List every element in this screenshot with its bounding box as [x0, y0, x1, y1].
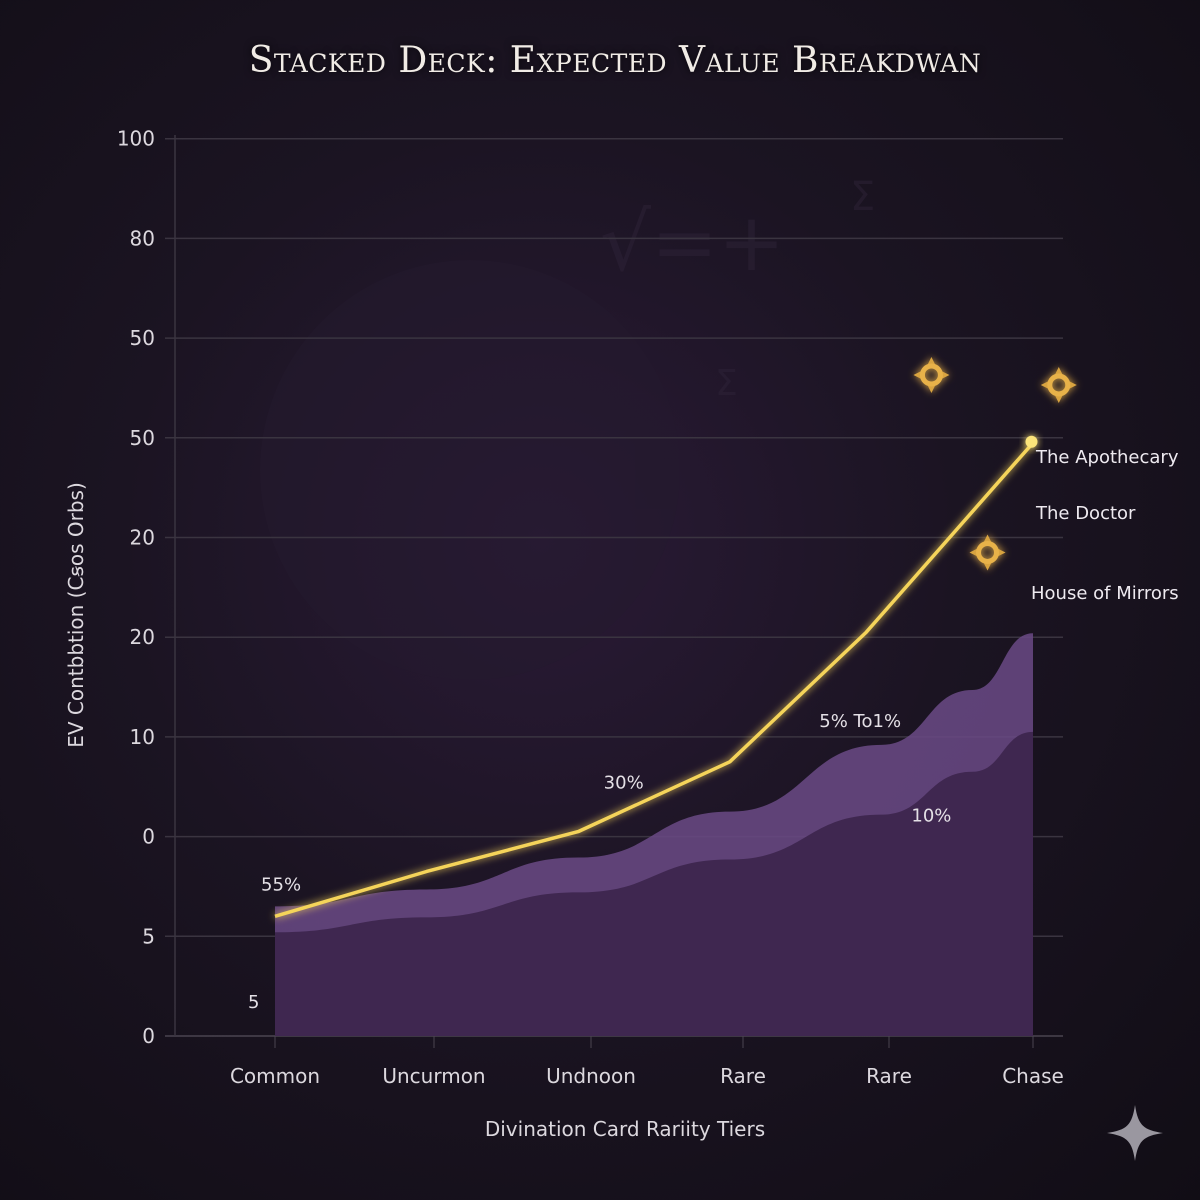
- y-axis-title: EV Contbbtion (Cꞩos Orbs): [64, 482, 88, 748]
- marker-ring: [976, 540, 1000, 564]
- x-tick-labels: Common Uncurmon Undnoon Rare Rare Chase: [230, 1064, 1064, 1088]
- y-tick-label: 0: [142, 825, 155, 849]
- x-tick-label: Rare: [720, 1064, 766, 1088]
- annotation-label: 55%: [261, 874, 301, 895]
- x-tick-label: Undnoon: [546, 1064, 636, 1088]
- annotation-label: 5% To1%: [819, 711, 901, 732]
- x-axis-title: Divination Card Rariity Tiers: [485, 1117, 765, 1141]
- highlight-point: [1025, 435, 1038, 448]
- marker-ring: [919, 363, 943, 387]
- line-series: [274, 441, 1035, 919]
- x-tick-label: Rare: [866, 1064, 912, 1088]
- y-tick-label: 100: [117, 127, 155, 151]
- annotation-apothecary: The Apothecary: [1035, 447, 1179, 468]
- gem-marker-icon: [969, 534, 1006, 571]
- y-tick-label: 10: [130, 725, 155, 749]
- svg-text:Σ: Σ: [850, 174, 875, 220]
- annotations: 55% 5 30% 5% To1% 10%: [248, 711, 951, 1013]
- x-tick-label: Common: [230, 1064, 320, 1088]
- y-tick-label: 0: [142, 1024, 155, 1048]
- area-series-2: [275, 731, 1033, 1036]
- annotation-label: 5: [248, 992, 259, 1013]
- sparkle-icon: [1107, 1105, 1163, 1161]
- y-tick-label: 50: [130, 426, 155, 450]
- gem-marker-icon: [1040, 366, 1077, 403]
- x-tick-label: Chase: [1002, 1064, 1064, 1088]
- vertical-lines: [925, 148, 1012, 1036]
- gem-marker-icon: [913, 356, 950, 393]
- annotation-label: 30%: [604, 773, 644, 794]
- y-tick-label: 5: [142, 924, 155, 948]
- annotation-house-of-mirrors: House of Mirrors: [1031, 583, 1179, 604]
- svg-text:√=+: √=+: [600, 196, 785, 289]
- markers: [913, 356, 1077, 571]
- y-tick-label: 80: [130, 226, 155, 250]
- marker-spike: [1040, 366, 1077, 403]
- area-series: [275, 633, 1033, 1036]
- background-watermark: √=+ Σ Σ: [260, 174, 875, 680]
- marker-spike: [913, 356, 950, 393]
- svg-text:Σ: Σ: [715, 363, 738, 404]
- y-tick-label: 20: [130, 526, 155, 550]
- chart-title: Stacked Deck: Expected Value Breakdwan: [248, 40, 982, 81]
- annotation-doctor: The Doctor: [1035, 503, 1136, 524]
- marker-spike: [969, 534, 1006, 571]
- y-tick-label: 50: [130, 326, 155, 350]
- marker-ring: [1047, 373, 1071, 397]
- annotation-label: 10%: [911, 806, 951, 827]
- y-tick-label: 20: [130, 625, 155, 649]
- x-tick-label: Uncurmon: [382, 1064, 485, 1088]
- line-series-path: [274, 441, 1035, 919]
